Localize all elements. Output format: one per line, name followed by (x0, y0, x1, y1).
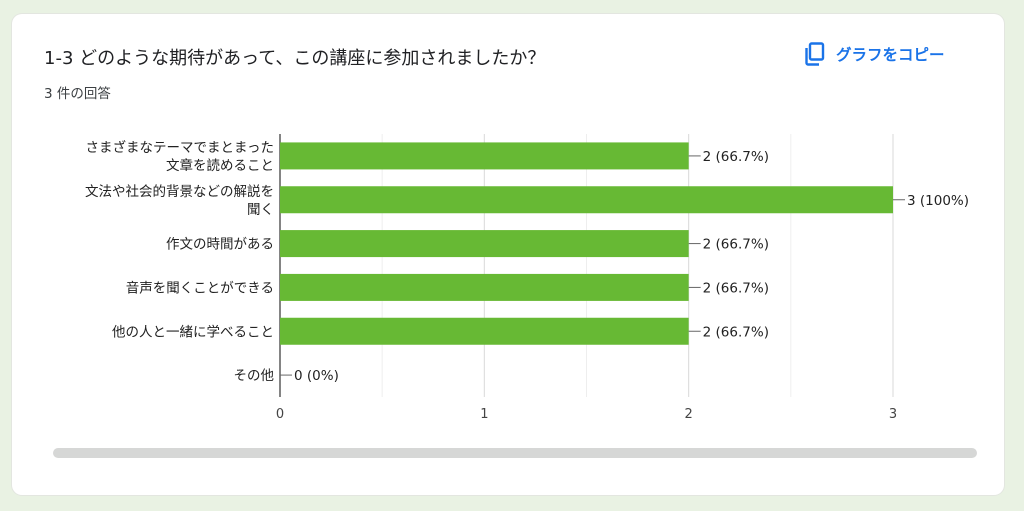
x-tick-label: 1 (480, 407, 488, 422)
copy-chart-button[interactable]: グラフをコピー (798, 38, 951, 70)
bar (280, 317, 689, 345)
category-label: 他の人と一緒に学べること (112, 324, 274, 340)
bar (280, 273, 689, 301)
x-tick-label: 0 (276, 407, 284, 422)
category-label: その他 (234, 368, 275, 384)
bar (280, 230, 689, 258)
value-label: 0 (0%) (294, 368, 339, 384)
x-tick-label: 3 (889, 407, 897, 422)
value-label: 2 (66.7%) (703, 324, 769, 340)
value-label: 2 (66.7%) (703, 237, 769, 253)
value-label: 2 (66.7%) (703, 280, 769, 296)
copy-chart-label: グラフをコピー (836, 46, 945, 64)
x-tick-label: 2 (685, 407, 693, 422)
response-count: 3 件の回答 (44, 86, 111, 102)
copy-icon (804, 42, 826, 66)
horizontal-scrollbar[interactable] (53, 448, 977, 458)
category-label: 音声を聞くことができる (126, 279, 274, 296)
question-title: 1-3 どのような期待があって、この講座に参加されましたか？ (44, 48, 546, 69)
bar (280, 186, 893, 214)
category-label: 文法や社会的背景などの解説を (85, 184, 274, 200)
bar (280, 142, 689, 170)
value-label: 3 (100%) (907, 193, 969, 209)
category-label: 作文の時間がある (166, 237, 274, 253)
category-label: 文章を読めること (166, 157, 274, 174)
category-label: 聞く (247, 202, 274, 218)
value-label: 2 (66.7%) (703, 149, 769, 165)
category-label: さまざまなテーマでまとまった (86, 139, 274, 156)
